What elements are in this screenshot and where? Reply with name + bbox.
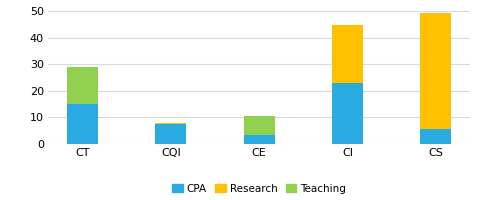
Bar [156,124,186,144]
Bar [244,116,275,135]
Bar [420,13,451,129]
Bar [67,104,98,144]
Bar [420,129,451,144]
Bar [67,67,98,104]
Bar [156,123,186,124]
Bar [244,135,275,144]
Legend: CPA, Research, Teaching: CPA, Research, Teaching [168,180,350,198]
Bar [332,25,363,83]
Bar [332,83,363,144]
